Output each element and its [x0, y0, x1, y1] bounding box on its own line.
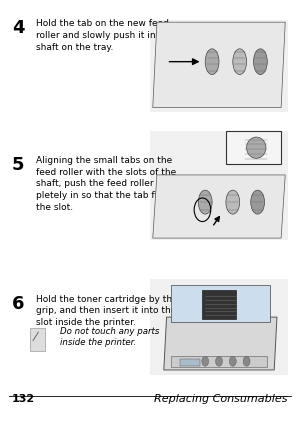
- Circle shape: [215, 357, 223, 366]
- Text: Aligning the small tabs on the
feed roller with the slots of the
shaft, push the: Aligning the small tabs on the feed roll…: [36, 155, 186, 212]
- Text: 5: 5: [12, 155, 25, 173]
- Bar: [180, 360, 200, 366]
- Bar: [150, 132, 288, 241]
- Text: Do not touch any parts
inside the printer.: Do not touch any parts inside the printe…: [60, 326, 159, 347]
- Bar: [226, 132, 281, 164]
- Circle shape: [243, 357, 250, 366]
- Ellipse shape: [233, 50, 247, 75]
- Polygon shape: [153, 23, 285, 108]
- Ellipse shape: [247, 138, 266, 159]
- Bar: [150, 279, 288, 375]
- Circle shape: [230, 357, 236, 366]
- Ellipse shape: [198, 191, 212, 215]
- Ellipse shape: [251, 191, 265, 215]
- Text: 4: 4: [12, 19, 25, 37]
- Bar: [202, 291, 236, 320]
- FancyArrowPatch shape: [169, 60, 198, 65]
- Ellipse shape: [254, 50, 267, 75]
- Bar: [171, 356, 267, 367]
- Bar: [171, 286, 270, 322]
- Ellipse shape: [226, 191, 240, 215]
- Circle shape: [202, 357, 209, 366]
- FancyArrowPatch shape: [214, 217, 219, 225]
- Polygon shape: [153, 176, 285, 239]
- Text: 6: 6: [12, 294, 25, 312]
- Ellipse shape: [205, 50, 219, 75]
- Polygon shape: [164, 317, 277, 370]
- Bar: [150, 21, 288, 113]
- Bar: [30, 328, 45, 351]
- Text: 132: 132: [12, 393, 35, 403]
- Text: Hold the toner cartridge by the
grip, and then insert it into the
slot inside th: Hold the toner cartridge by the grip, an…: [36, 294, 178, 326]
- Text: Replacing Consumables: Replacing Consumables: [154, 393, 288, 403]
- Text: Hold the tab on the new feed
roller and slowly push it into the
shaft on the tra: Hold the tab on the new feed roller and …: [36, 19, 183, 52]
